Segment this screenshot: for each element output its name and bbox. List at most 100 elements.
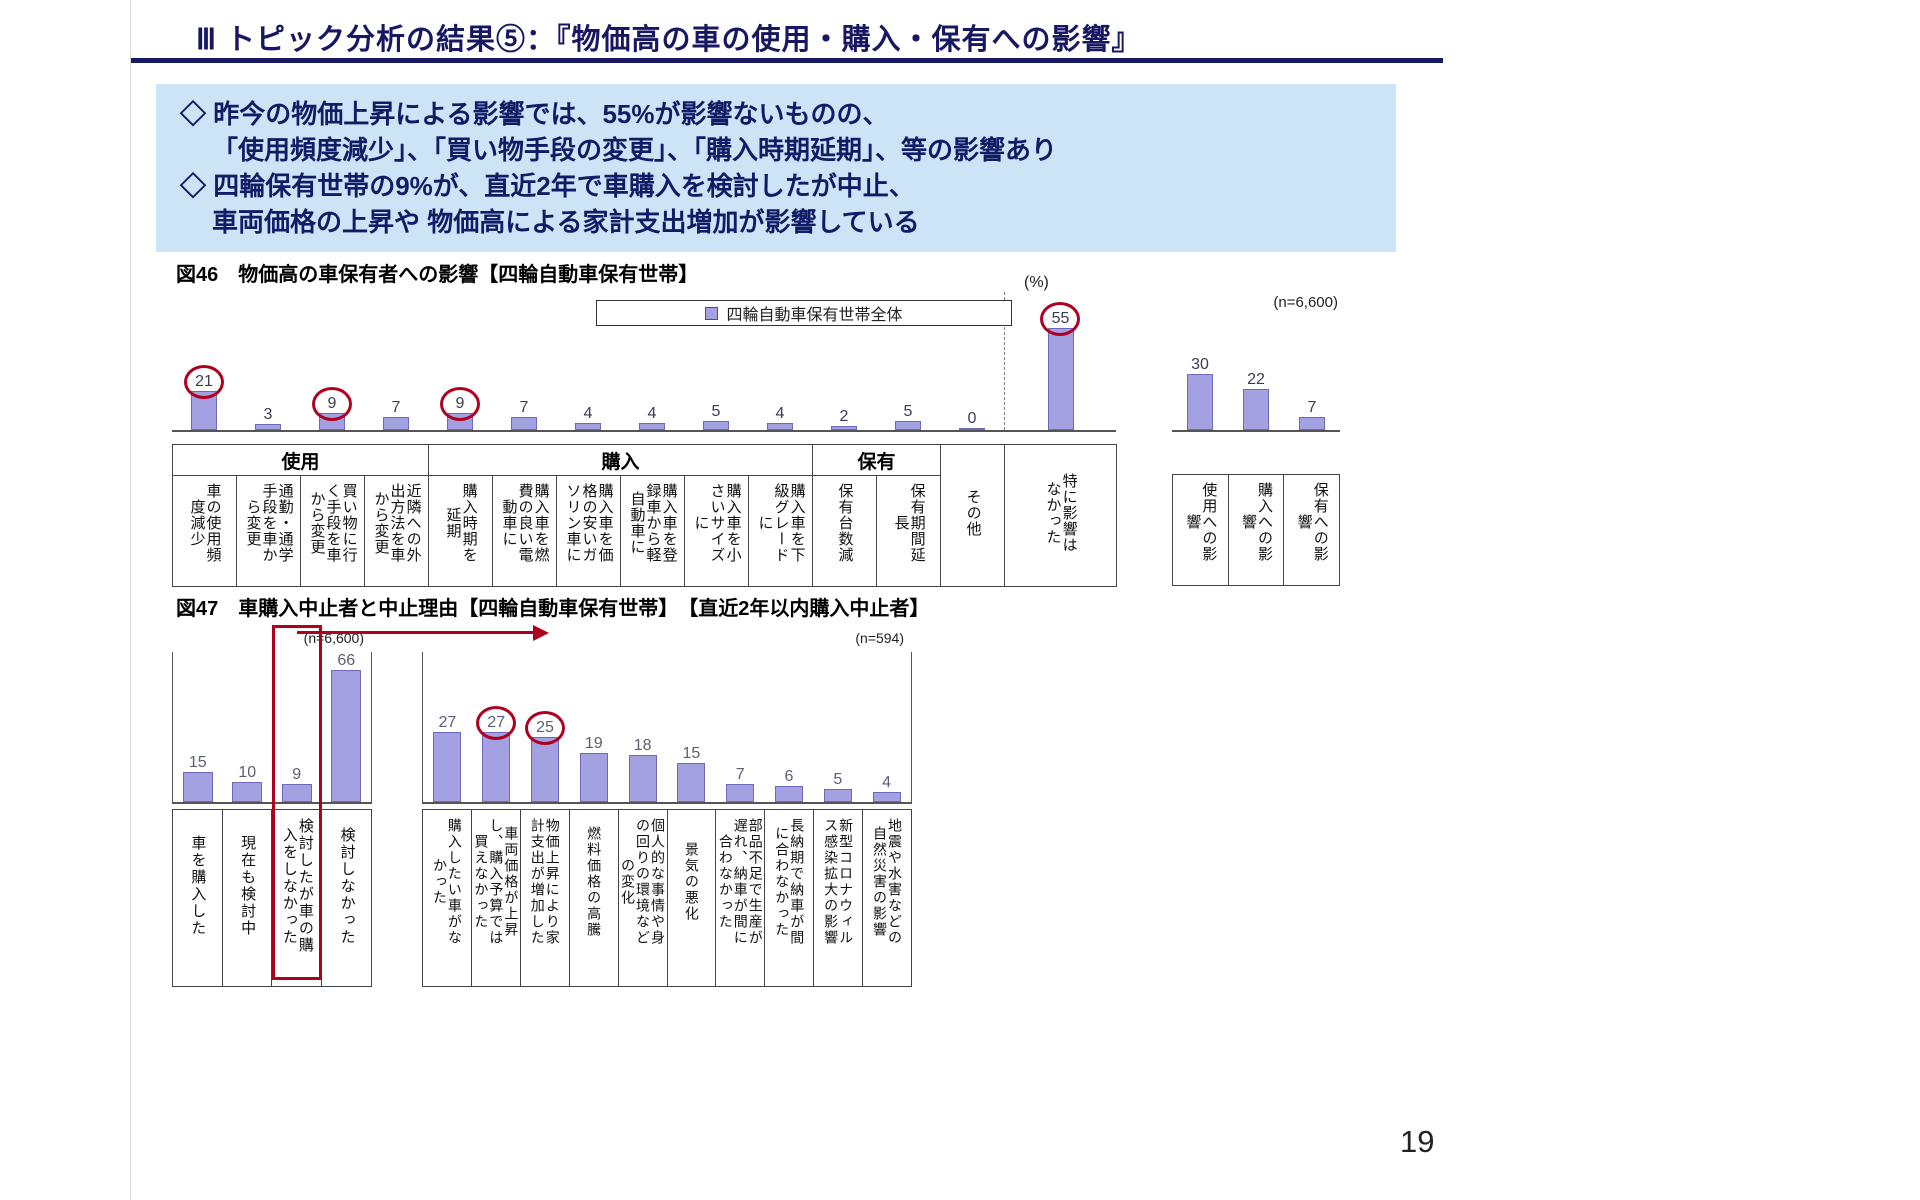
bar: [895, 421, 921, 430]
bar-column: 10: [223, 652, 273, 802]
bar-column: 21: [172, 292, 236, 430]
axis-label-row: 車を購入した 現在も検討中 検討したが車の購入をしなかった 検討しなかった: [172, 809, 372, 987]
legend: 四輪自動車保有世帯全体: [596, 300, 1012, 326]
axis-category-cell: 燃料価格の高騰: [568, 809, 619, 987]
axis-category-cell: 購入車を下級グレードに: [748, 475, 814, 587]
axis-category-label: 燃料価格の高騰: [586, 826, 603, 938]
highlight-circle: [312, 387, 352, 421]
bar-value-label: 9: [440, 387, 480, 421]
bar-column: 4: [620, 292, 684, 430]
axis-category-label: 個人的な事情や身の回りの環境などの変化: [620, 818, 666, 946]
highlight-circle: [524, 711, 565, 745]
fig46-main-bars: 21 3 9 7 9 7 4 4 5 4 2 5 0 55: [172, 292, 1116, 432]
bar-column: 4: [556, 292, 620, 430]
bar: [530, 737, 559, 802]
fig47-right-bars-area: 27 27 25 19 18 15 7 6 5 4: [422, 652, 912, 804]
axis-category-cell: 個人的な事情や身の回りの環境などの変化: [617, 809, 668, 987]
bar-value-label: 6: [784, 768, 794, 785]
axis-category-label: 購入車を小さいサイズに: [692, 483, 742, 563]
page-title: Ⅲ トピック分析の結果⑤：『物価高の車の使用・購入・保有への影響』: [196, 24, 1142, 56]
axis-category-cell: 購入車を価格の安いガソリン車に: [556, 475, 622, 587]
bar-value-label: 4: [882, 774, 892, 791]
bar: [1047, 328, 1074, 430]
summary-box: ◇ 昨今の物価上昇による影響では、55%が影響ないものの、 「使用頻度減少」、「…: [156, 84, 1396, 252]
axis-category-label: 通勤・通学手段を車から変更: [244, 483, 294, 563]
axis-category-label: 購入への影響: [1239, 482, 1274, 562]
axis-category-label: 買い物に行く手段を車から変更: [308, 483, 358, 563]
bar-column: 5: [684, 292, 748, 430]
axis-category-cell: 購入車を小さいサイズに: [684, 475, 750, 587]
bar-column: 27: [472, 652, 521, 802]
bar: [677, 763, 706, 802]
axis-category-label: 購入車を下級グレードに: [756, 483, 806, 563]
bar-value-label: 30: [1191, 356, 1209, 373]
bar-value-label: 5: [833, 771, 843, 788]
axis-category-label: 購入したい車がなかった: [431, 818, 463, 946]
axis-category-cell: その他: [940, 444, 1006, 587]
fig47-caption: 図47 車購入中止者と中止理由【四輪自動車保有世帯】 【直近2年以内購入中止者】: [176, 598, 930, 620]
bar-column: 3: [236, 292, 300, 430]
bar: [433, 732, 462, 802]
axis-category-cell: 保有への影響: [1283, 474, 1340, 586]
axis-category-label: 購入車を登録車から軽自動車に: [628, 483, 678, 563]
bar-column: 9: [300, 292, 364, 430]
bar-column: 4: [862, 652, 911, 802]
axis-category-label: 車を購入した: [189, 835, 207, 937]
bar-value-label: 21: [183, 365, 224, 399]
fig46-chart: (%) (n=6,600) 四輪自動車保有世帯全体 21 3 9 7 9 7 4 4 5 4 2 5 0…: [171, 274, 1340, 587]
bar-column: 18: [618, 652, 667, 802]
bar: [774, 786, 803, 802]
fig46-axis-tables: 使用 購入 保有 その他 特に影響はなかった 車の使用頻度減少 通勤・通学手段を車から変更買…: [171, 444, 1340, 587]
axis-category-cell: 使用への影響: [1172, 474, 1229, 586]
axis-category-cell: 車両価格が上昇し、購入予算では買えなかった: [470, 809, 521, 987]
axis-category-cell: 長納期で納車が間に合わなかった: [764, 809, 815, 987]
axis-category-cell: 景気の悪化: [666, 809, 717, 987]
bar-column: 25: [521, 652, 570, 802]
bar-value-label: 15: [682, 745, 701, 762]
bar: [767, 423, 793, 430]
summary-line: ◇ 四輪保有世帯の9%が、直近2年で車購入を検討したが中止、: [180, 171, 915, 201]
bar-value-label: 15: [188, 754, 207, 771]
bar-value-label: 25: [524, 711, 565, 745]
bar-value-label: 19: [584, 735, 603, 752]
bar-column: 66: [322, 652, 372, 802]
axis-category-label: 保有台数減: [836, 483, 854, 563]
bars-gap: [1116, 292, 1172, 432]
bar: [232, 782, 263, 802]
bar-value-label: 27: [476, 706, 517, 740]
axis-label-row: 車の使用頻度減少 通勤・通学手段を車から変更 買い物に行く手段を車から変更 近隣への外…: [172, 475, 1117, 587]
bar-value-label: 4: [583, 405, 593, 422]
bar: [872, 792, 901, 802]
summary-line: 「使用頻度減少」、「買い物手段の変更」、「購入時期延期」、等の影響あり: [212, 135, 1058, 165]
bar: [1299, 417, 1325, 430]
bar-value-label: 3: [263, 406, 273, 423]
sample-size-label: (n=6,600): [1273, 294, 1338, 311]
bar-value-label: 9: [292, 766, 302, 783]
bar-column: 9: [428, 292, 492, 430]
fig46-bars-area: 21 3 9 7 9 7 4 4 5 4 2 5 0 55 30 22 7: [172, 292, 1340, 432]
bar-value-label: 10: [238, 764, 257, 781]
bar-value-label: 66: [337, 652, 356, 669]
axis-category-cell: 新型コロナウィルス感染拡大の影響: [813, 809, 864, 987]
fig47-right-axis-table: 購入したい車がなかった 車両価格が上昇し、購入予算では買えなかった 物価上昇により家…: [422, 809, 912, 987]
axis-category-label: 使用への影響: [1184, 482, 1218, 562]
bar-column: 2: [812, 292, 876, 430]
axis-category-label: 保有期間延長: [892, 483, 926, 563]
bar-value-label: 5: [903, 403, 913, 420]
bar-column: 55: [1004, 292, 1116, 430]
bar-column: 30: [1172, 292, 1228, 430]
bar-value-label: 0: [967, 410, 977, 427]
bar: [182, 772, 213, 802]
unit-label: (%): [1024, 274, 1049, 291]
axis-group-header: 使用: [171, 444, 430, 476]
axis-category-cell: 購入したい車がなかった: [422, 809, 472, 987]
fig46-summary-axis-table: 使用への影響 購入への影響 保有への影響: [1172, 474, 1340, 586]
bar-column: 22: [1228, 292, 1284, 430]
bar: [482, 732, 511, 802]
bar-value-label: 7: [391, 399, 401, 416]
bar-value-label: 2: [839, 408, 849, 425]
bar: [281, 784, 312, 802]
highlight-circle: [183, 365, 224, 399]
axis-category-cell: 現在も検討中: [221, 809, 273, 987]
bar-column: 5: [876, 292, 940, 430]
